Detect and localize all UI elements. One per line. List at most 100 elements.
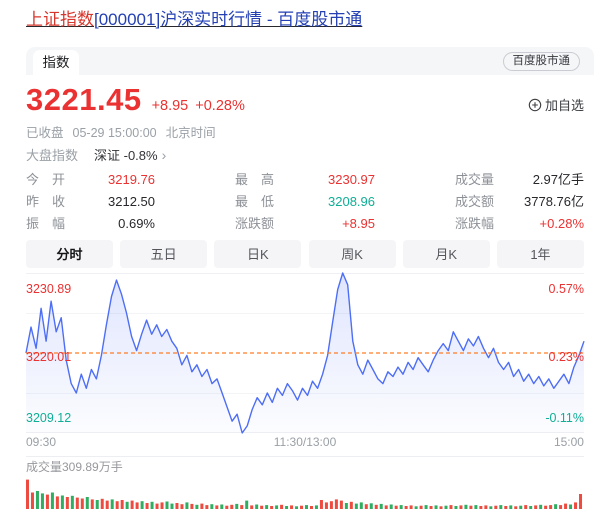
volume-bar: [295, 506, 299, 509]
volume-bar: [26, 479, 29, 509]
volume-bar: [155, 503, 159, 509]
axis-price-low: 3209.12: [26, 411, 72, 425]
stat-cell-4: 最低 3208.96: [235, 191, 375, 213]
period-tab-0[interactable]: 分时: [26, 240, 113, 268]
volume-bar: [534, 505, 538, 509]
axis-price-high: 3230.89: [26, 282, 72, 296]
period-tab-5[interactable]: 1年: [496, 240, 584, 268]
stat-value: +0.28%: [539, 216, 584, 231]
volume-bar: [509, 505, 513, 509]
volume-bar: [429, 506, 433, 509]
time-mid: 11:30/13:00: [273, 435, 337, 449]
stat-cell-7: 涨跌额 +8.95: [235, 213, 375, 235]
volume-bar: [449, 505, 453, 509]
volume-bar: [115, 501, 119, 509]
stat-value: 3212.50: [108, 194, 155, 209]
volume-bar: [220, 504, 224, 509]
source-badge: 百度股市通: [502, 52, 580, 71]
volume-bar: [105, 500, 109, 509]
timezone-label: 北京时间: [165, 126, 216, 140]
card-header-strip: 指数 百度股市通: [26, 47, 594, 75]
volume-bar: [80, 498, 84, 509]
volume-bar: [339, 500, 343, 509]
volume-bar: [170, 503, 174, 509]
volume-bar: [434, 505, 438, 509]
volume-bar: [554, 504, 558, 509]
minute-chart-canvas: [25, 272, 585, 434]
stat-label: 振幅: [26, 216, 65, 231]
volume-bar: [524, 505, 528, 509]
volume-bar: [195, 504, 199, 509]
stat-value: 3778.76亿: [524, 194, 584, 209]
volume-bar: [260, 505, 264, 509]
related-index-link[interactable]: 深证 -0.8%: [94, 148, 158, 163]
volume-bar: [210, 504, 214, 509]
period-tab-4[interactable]: 月K: [402, 240, 490, 268]
volume-bar: [300, 505, 304, 509]
title-stock-name: 上证指数: [26, 10, 94, 29]
add-watchlist-button[interactable]: 加自选: [528, 95, 584, 114]
volume-bar: [319, 500, 323, 509]
stat-cell-1: 最高 3230.97: [235, 169, 375, 191]
section-divider: [26, 456, 584, 457]
volume-bar: [364, 504, 368, 509]
volume-bar: [359, 502, 363, 509]
page-title-link[interactable]: 上证指数[000001]沪深实时行情 - 百度股市通: [26, 9, 362, 31]
market-status-row: 已收盘 05-29 15:00:00 北京时间: [26, 122, 225, 141]
volume-bar: [190, 503, 194, 509]
volume-bar: [549, 505, 553, 509]
volume-bar: [379, 503, 383, 509]
axis-pct-low: -0.11%: [545, 411, 584, 425]
stat-cell-5: 成交额 3778.76亿: [455, 191, 584, 213]
volume-bar: [469, 505, 473, 509]
volume-bar: [514, 506, 518, 509]
volume-bar: [250, 505, 254, 509]
time-open: 09:30: [26, 435, 57, 449]
volume-bar: [499, 505, 503, 509]
volume-bar: [519, 505, 523, 509]
volume-bar: [285, 506, 289, 509]
volume-bar: [30, 492, 34, 509]
period-tab-3[interactable]: 周K: [308, 240, 396, 268]
volume-bar: [324, 502, 328, 509]
volume-bar: [185, 502, 189, 509]
volume-bar: [529, 506, 533, 509]
volume-bar: [354, 503, 358, 509]
period-tabs: 分时 五日 日K 周K 月K 1年: [26, 240, 584, 268]
stat-label: 今开: [26, 172, 65, 187]
current-price: 3221.45: [26, 82, 142, 117]
volume-chart: [26, 471, 584, 509]
volume-bar: [569, 504, 573, 509]
volume-bar: [344, 503, 348, 509]
period-tab-1[interactable]: 五日: [120, 240, 208, 268]
volume-bar: [265, 505, 269, 509]
volume-bar: [394, 505, 398, 509]
tab-index[interactable]: 指数: [33, 50, 79, 75]
volume-bar: [40, 493, 44, 509]
volume-bar: [399, 505, 403, 509]
volume-bar: [240, 505, 244, 509]
axis-pct-mid: 0.23%: [548, 350, 584, 364]
stat-label: 最高: [235, 172, 274, 187]
volume-label: 成交量309.89万手: [26, 460, 123, 474]
stat-label: 成交量: [455, 172, 495, 187]
quote-time: 05-29 15:00:00: [72, 126, 157, 140]
period-tab-2[interactable]: 日K: [214, 240, 302, 268]
minute-chart[interactable]: 3230.89 0.57% 3220.01 0.23% 3209.12 -0.1…: [25, 272, 585, 434]
volume-bar: [145, 503, 149, 509]
stat-cell-0: 今开 3219.76: [26, 169, 155, 191]
volume-bar: [270, 506, 274, 509]
volume-bar: [489, 506, 493, 509]
volume-bar: [334, 499, 338, 509]
volume-bar: [574, 502, 578, 509]
volume-bar: [180, 504, 184, 509]
chevron-right-icon: ›: [161, 146, 167, 163]
volume-bar: [474, 505, 478, 509]
volume-bar: [120, 500, 124, 509]
stat-label: 涨跌幅: [455, 216, 495, 231]
volume-bar: [409, 505, 413, 509]
add-watchlist-label: 加自选: [544, 98, 584, 113]
volume-bar: [95, 500, 99, 509]
volume-chart-canvas: [26, 479, 583, 509]
